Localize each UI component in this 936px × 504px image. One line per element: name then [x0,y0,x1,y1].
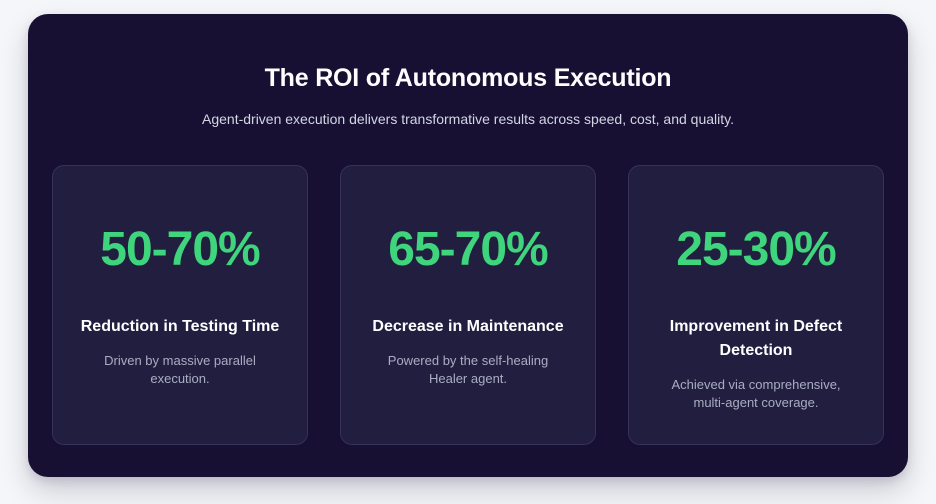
page-title: The ROI of Autonomous Execution [264,64,672,92]
stat-description: Achieved via comprehensive, multi-agent … [671,377,841,410]
stat-label: Reduction in Testing Time [80,318,280,335]
stat-value: 50-70% [100,223,260,276]
stat-description: Driven by massive parallel execution. [104,353,256,386]
stat-label: Decrease in Maintenance [372,318,564,335]
stat-card-maintenance: 65-70% Decrease in Maintenance Powered b… [340,165,596,445]
page-subtitle: Agent-driven execution delivers transfor… [202,111,734,127]
stat-value: 25-30% [676,223,836,276]
roi-panel: The ROI of Autonomous Execution Agent-dr… [28,14,908,477]
stats-grid: 50-70% Reduction in Testing Time Driven … [52,165,884,445]
stat-card-testing-time: 50-70% Reduction in Testing Time Driven … [52,165,308,445]
stat-description: Powered by the self-healing Healer agent… [387,353,549,386]
stat-label: Improvement in Defect Detection [669,318,843,359]
stat-card-defect-detection: 25-30% Improvement in Defect Detection A… [628,165,884,445]
stat-value: 65-70% [388,223,548,276]
